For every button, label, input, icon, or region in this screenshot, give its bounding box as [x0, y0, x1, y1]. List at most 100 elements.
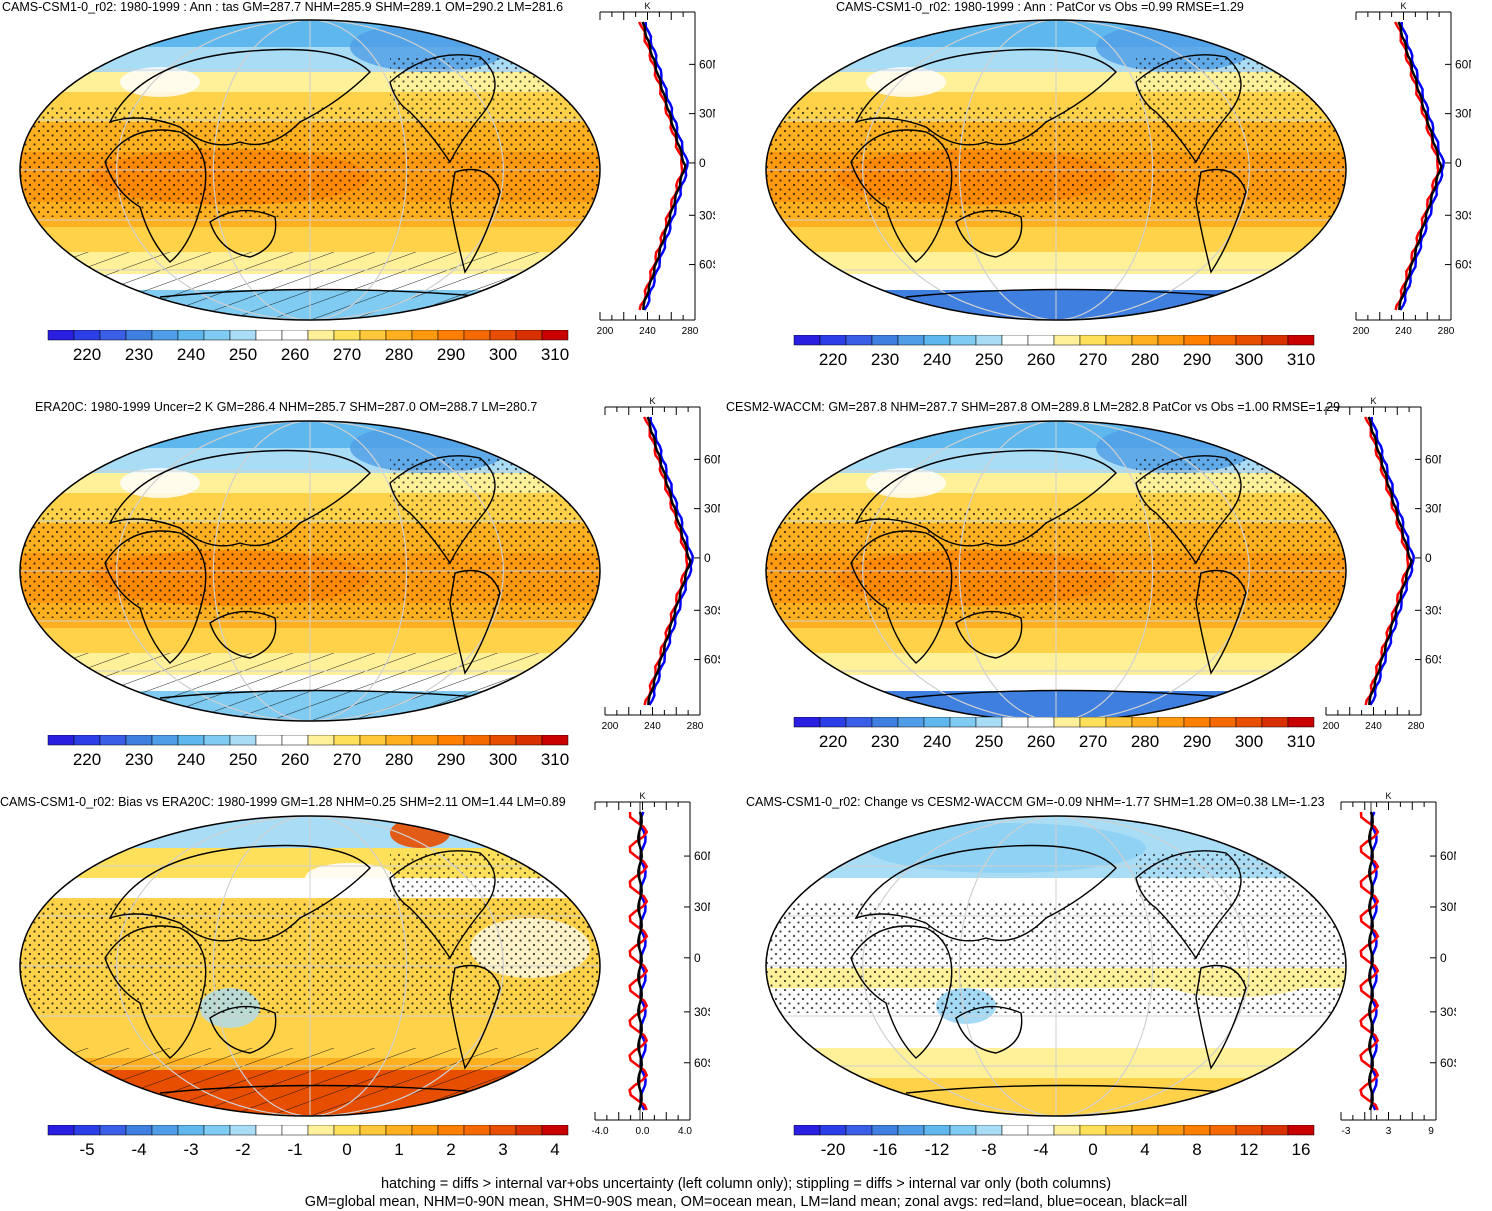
panel-title: ERA20C: 1980-1999 Uncer=2 K GM=286.4 NHM…	[35, 400, 538, 414]
colorbar-swatch	[819, 335, 847, 346]
colorbar: -5-4-3-2-1012345	[47, 1125, 569, 1159]
colorbar-label: 0	[342, 1140, 351, 1159]
zonal-unit-label: K	[1385, 791, 1391, 801]
colorbar-swatch	[871, 717, 899, 728]
colorbar-label: -12	[925, 1140, 950, 1159]
colorbar-swatch	[1105, 1125, 1133, 1136]
colorbar-swatch	[203, 735, 231, 746]
colorbar-swatch	[47, 735, 75, 746]
zonal-y-tick-label: 30S	[694, 1005, 710, 1019]
colorbar-swatch	[793, 335, 821, 346]
colorbar-swatch	[463, 1125, 491, 1136]
colorbar-swatch	[255, 735, 283, 746]
colorbar-swatch	[845, 335, 873, 346]
colorbar-swatch	[793, 717, 821, 728]
colorbar-label: 230	[125, 750, 153, 769]
zonal-y-tick-label: 0	[694, 951, 701, 965]
colorbar-swatch	[307, 1125, 335, 1136]
zonal-mean-plot: K 200 240 280 60N 30N 0 30S 60S	[1353, 1, 1471, 337]
zonal-y-tick-label: 60N	[1455, 57, 1471, 71]
zonal-unit-label: K	[639, 791, 645, 801]
colorbar-label: 230	[871, 350, 899, 369]
panel-title: CAMS-CSM1-0_r02: Bias vs ERA20C: 1980-19…	[0, 795, 566, 809]
colorbar-swatch	[923, 1125, 951, 1136]
colorbar-swatch	[923, 335, 951, 346]
colorbar-swatch	[1105, 717, 1133, 728]
colorbar-swatch	[975, 335, 1003, 346]
colorbar-swatch	[1287, 717, 1315, 728]
colorbar-swatch	[1053, 1125, 1081, 1136]
zonal-x-tick-label: 200	[597, 326, 614, 337]
zonal-unit-label: K	[1370, 396, 1376, 406]
zonal-y-tick-label: 60N	[694, 849, 710, 863]
panel-title: CAMS-CSM1-0_r02: 1980-1999 : Ann : tas G…	[2, 0, 564, 14]
colorbar-label: 310	[1287, 732, 1315, 751]
colorbar: 220230240250260270280290300310320	[793, 717, 1315, 751]
colorbar-label: 8	[1192, 1140, 1201, 1159]
colorbar-swatch	[177, 330, 205, 341]
colorbar-swatch	[1157, 335, 1185, 346]
colorbar-swatch	[229, 330, 257, 341]
zonal-mean-plot: K -3 3 9 60N 30N 0 30S 60S	[1340, 791, 1456, 1137]
colorbar-swatch	[1079, 717, 1107, 728]
colorbar-swatch	[307, 735, 335, 746]
colorbar-swatch	[793, 1125, 821, 1136]
zonal-x-tick-label: 200	[602, 721, 619, 732]
colorbar-label: 240	[177, 345, 205, 364]
colorbar-swatch	[99, 330, 127, 341]
colorbar-swatch	[73, 330, 101, 341]
colorbar-swatch	[281, 1125, 309, 1136]
zonal-y-tick-label: 0	[1440, 951, 1447, 965]
colorbar-swatch	[99, 735, 127, 746]
colorbar-swatch	[897, 1125, 925, 1136]
panel-tas-patcor: CAMS-CSM1-0_r02: 1980-1999 : Ann : PatCo…	[746, 0, 1492, 380]
colorbar-label: 270	[333, 345, 361, 364]
colorbar-swatch	[229, 1125, 257, 1136]
zonal-y-tick-label: 30S	[704, 603, 720, 617]
colorbar-swatch	[541, 735, 569, 746]
colorbar-swatch	[1027, 717, 1055, 728]
colorbar-label: 300	[1235, 350, 1263, 369]
colorbar-swatch	[541, 330, 569, 341]
colorbar-swatch	[411, 735, 439, 746]
colorbar-swatch	[871, 1125, 899, 1136]
colorbar-label: 230	[125, 345, 153, 364]
zonal-y-tick-label: 30N	[694, 900, 710, 914]
colorbar-swatch	[1183, 717, 1211, 728]
colorbar-swatch	[489, 735, 517, 746]
zonal-y-tick-label: 60S	[694, 1056, 710, 1070]
zonal-x-tick-label: 9	[1428, 1126, 1434, 1137]
colorbar-swatch	[1157, 717, 1185, 728]
zonal-y-tick-label: 0	[1425, 551, 1432, 565]
colorbar: 220230240250260270280290300310320	[47, 330, 569, 364]
colorbar-swatch	[1027, 335, 1055, 346]
zonal-x-tick-label: -4.0	[591, 1126, 609, 1137]
panel-tas-model: CAMS-CSM1-0_r02: 1980-1999 : Ann : tas G…	[0, 0, 746, 380]
panel-title: CESM2-WACCM: GM=287.8 NHM=287.7 SHM=287.…	[726, 400, 1341, 414]
zonal-x-tick-label: 240	[639, 326, 656, 337]
colorbar-swatch	[411, 1125, 439, 1136]
zonal-y-tick-label: 0	[704, 551, 711, 565]
zonal-unit-label: K	[1400, 1, 1406, 11]
zonal-x-tick-label: 200	[1323, 721, 1340, 732]
colorbar-swatch	[1131, 335, 1159, 346]
colorbar-label: -16	[873, 1140, 898, 1159]
colorbar-label: 12	[1240, 1140, 1259, 1159]
zonal-y-tick-label: 30S	[699, 208, 715, 222]
zonal-unit-label: K	[649, 396, 655, 406]
zonal-y-tick-label: 30N	[704, 502, 720, 516]
colorbar-swatch	[333, 1125, 361, 1136]
colorbar-label: 1	[394, 1140, 403, 1159]
colorbar-label: -4	[1033, 1140, 1048, 1159]
colorbar-swatch	[1209, 717, 1237, 728]
colorbar-swatch	[203, 330, 231, 341]
colorbar-label: -4	[131, 1140, 146, 1159]
colorbar-swatch	[255, 1125, 283, 1136]
colorbar-label: 16	[1292, 1140, 1311, 1159]
colorbar-label: 260	[281, 345, 309, 364]
colorbar-swatch	[1287, 1125, 1315, 1136]
zonal-y-tick-label: 30N	[1425, 502, 1441, 516]
colorbar-label: 220	[819, 732, 847, 751]
colorbar-swatch	[897, 717, 925, 728]
colorbar-swatch	[923, 717, 951, 728]
